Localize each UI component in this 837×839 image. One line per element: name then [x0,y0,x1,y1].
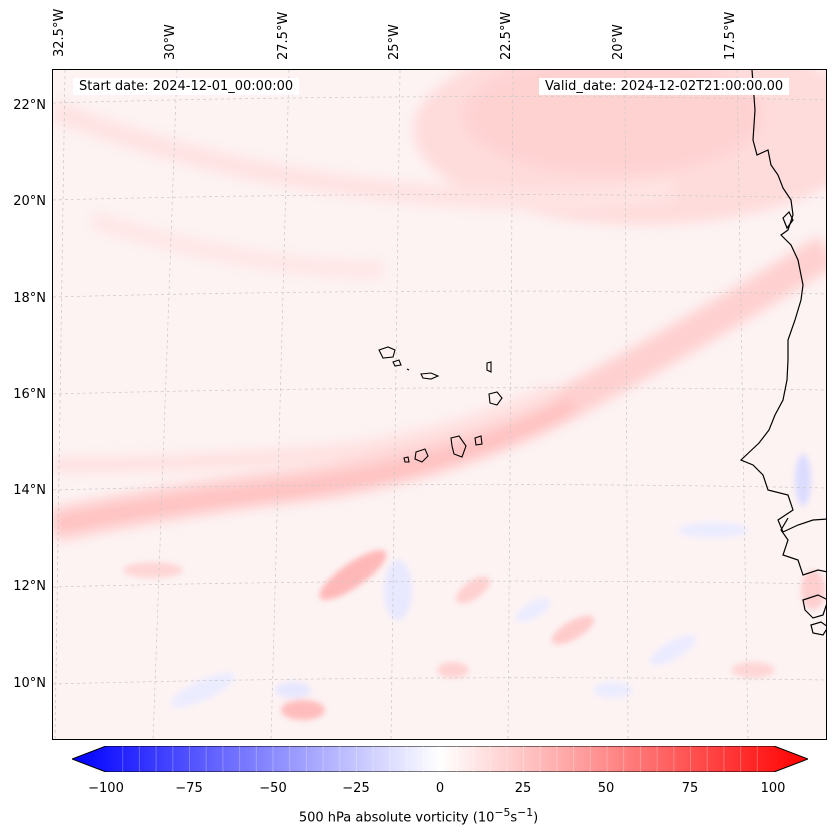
vorticity-field [53,70,826,739]
lat-label-12n: 12°N [13,579,46,594]
lon-label-32-5w: 32.5°W [52,8,67,57]
lat-label-16n: 16°N [13,387,46,402]
colorbar-tick-m50: −50 [259,781,287,796]
vorticity-band [53,235,826,542]
lon-label-17-5w: 17.5°W [723,11,738,60]
lon-label-25w: 25°W [387,24,402,60]
colorbar-bar [72,746,808,772]
colorbar-label-exp2: −1 [517,806,534,819]
colorbar-tick-25: 25 [514,781,532,796]
colorbar [72,746,808,772]
lat-label-20n: 20°N [13,194,46,209]
island-santo-antao [378,346,396,359]
africa-coastline [739,70,826,636]
valid-date-label: Valid_date: 2024-12-02T21:00:00.00 [539,78,790,95]
lon-label-27-5w: 27.5°W [276,11,291,60]
island-boa-vista [488,391,503,406]
lon-label-20w: 20°W [611,24,626,60]
lon-label-22-5w: 22.5°W [499,11,514,60]
start-date-label: Start date: 2024-12-01_00:00:00 [73,78,300,95]
colorbar-tick-50: 50 [597,781,615,796]
island-sao-vicente [392,359,402,367]
northern-vorticity-arc [53,70,826,279]
colorbar-tick-0: 0 [435,781,445,796]
lat-label-22n: 22°N [13,98,46,113]
island-santa-luzia [406,368,410,371]
colorbar-label-text: 500 hPa absolute vorticity (10 [298,810,495,826]
island-brava [403,456,410,463]
island-fogo [414,448,429,463]
island-sal [486,361,492,373]
cape-verde-islands [378,346,503,463]
lat-label-14n: 14°N [13,483,46,498]
graticule [53,70,826,739]
island-sao-nicolau [420,372,440,380]
colorbar-label-mid: s [510,810,518,826]
colorbar-tick-m75: −75 [175,781,203,796]
map-panel[interactable] [52,69,827,740]
colorbar-tick-m25: −25 [342,781,370,796]
lon-label-30w: 30°W [163,24,178,60]
colorbar-label: 500 hPa absolute vorticity (10−5s−1) [0,806,837,825]
southern-noise-field [123,454,825,720]
island-maio [474,435,483,446]
colorbar-tick-75: 75 [681,781,699,796]
lat-label-18n: 18°N [13,291,46,306]
colorbar-label-end: ) [533,810,539,826]
colorbar-tick-m100: −100 [88,781,124,796]
colorbar-label-exp1: −5 [494,806,511,819]
lat-label-10n: 10°N [13,676,46,691]
island-santiago [450,435,467,458]
colorbar-tick-100: 100 [760,781,786,796]
